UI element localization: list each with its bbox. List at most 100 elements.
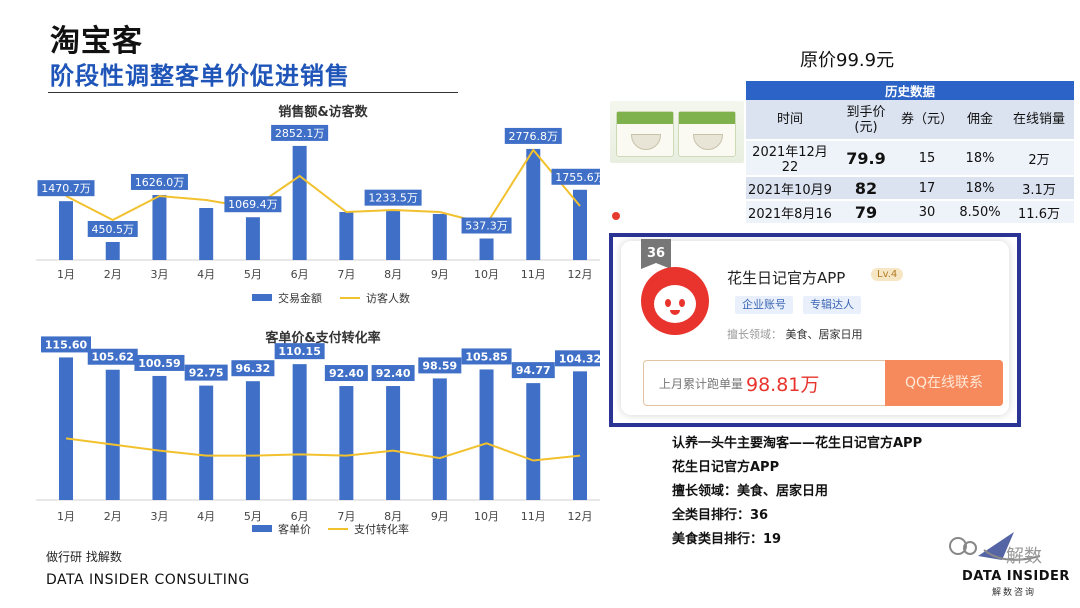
data-label-bg xyxy=(364,189,422,206)
tick-label: 10月 xyxy=(474,268,499,281)
notes-list: 认养一头牛主要淘客——花生日记官方APP 花生日记官方APP 擅长领域：美食、居… xyxy=(672,432,922,552)
history-cell: 3.1万 xyxy=(1004,176,1074,201)
product-box-right xyxy=(678,111,736,157)
data-label-bg xyxy=(324,365,368,382)
history-cell: 2021年12月22 xyxy=(746,140,834,177)
bar xyxy=(386,386,401,500)
history-cell: 82 xyxy=(834,176,898,201)
tick-label: 7月 xyxy=(337,268,355,281)
history-cell: 79.9 xyxy=(834,140,898,177)
series-line xyxy=(65,437,581,462)
history-cell: 30 xyxy=(898,200,956,225)
tick-label: 8月 xyxy=(384,510,402,523)
history-cell: 18% xyxy=(956,140,1004,177)
data-label: 450.5万 xyxy=(91,223,134,236)
history-row: 2021年10月9 82 17 18% 3.1万 xyxy=(746,176,1074,201)
bar xyxy=(59,201,73,260)
mini-logo-icon xyxy=(612,212,620,220)
tick-label: 11月 xyxy=(521,268,546,281)
data-label-bg xyxy=(134,354,185,371)
bar xyxy=(526,383,541,500)
series-line xyxy=(65,148,581,226)
footer-source: 做行研 找解数 xyxy=(46,550,122,564)
data-label: 104.32 xyxy=(559,352,600,365)
tick-label: 2月 xyxy=(104,268,122,281)
history-header-cell: 到手价 (元) xyxy=(834,100,898,141)
store-card: 36 花生日记官方APP Lv.4 企业账号 专辑达人 擅长领域： 美食、居家日… xyxy=(621,239,1009,415)
page-title: 淘宝客 xyxy=(50,24,143,59)
data-label-bg xyxy=(418,357,462,374)
bar xyxy=(432,378,447,500)
original-price-note: 原价99.9元 xyxy=(800,50,895,71)
data-label: 94.77 xyxy=(516,364,551,377)
rank-badge: 36 xyxy=(641,239,671,269)
bar xyxy=(105,241,120,260)
history-cell: 2021年10月9 xyxy=(746,176,834,201)
page-subtitle: 阶段性调整客单价促进销售 xyxy=(50,62,350,90)
bar xyxy=(59,357,73,500)
tick-label: 4月 xyxy=(197,510,215,523)
product-image xyxy=(610,101,744,163)
history-header-cell: 券（元） xyxy=(898,100,956,141)
title-divider xyxy=(48,92,458,93)
data-label: 96.32 xyxy=(236,362,271,375)
history-cell: 8.50% xyxy=(956,200,1004,225)
avatar-face-icon xyxy=(654,285,696,323)
tick-label: 2月 xyxy=(104,510,122,523)
tick-label: 3月 xyxy=(150,268,168,281)
data-label-bg xyxy=(551,168,600,185)
note-line: 花生日记官方APP xyxy=(672,460,780,475)
history-header-row: 时间 到手价 (元) 券（元） 佣金 在线销量 xyxy=(746,100,1074,141)
tick-label: 5月 xyxy=(244,510,262,523)
legend-swatch-bar xyxy=(252,294,272,301)
data-label: 92.40 xyxy=(329,367,364,380)
bar xyxy=(432,214,447,260)
data-label: 92.40 xyxy=(376,367,411,380)
tick-label: 12月 xyxy=(568,510,593,523)
chip-album-expert: 专辑达人 xyxy=(803,296,861,314)
bar xyxy=(199,208,214,260)
bar xyxy=(573,371,587,500)
legend-label: 支付转化率 xyxy=(354,522,409,536)
tick-label: 9月 xyxy=(431,268,449,281)
sales-label: 上月累计跑单量 xyxy=(659,377,744,391)
tick-label: 3月 xyxy=(150,510,168,523)
bar xyxy=(479,369,494,500)
note-line: 全类目排行：36 xyxy=(672,508,769,523)
history-cell: 2021年8月16 xyxy=(746,200,834,225)
tick-label: 1月 xyxy=(57,268,75,281)
store-domain-value: 美食、居家日用 xyxy=(785,328,863,341)
history-header-cell: 在线销量 xyxy=(1004,100,1074,141)
bar xyxy=(573,189,587,260)
tick-label: 1月 xyxy=(57,510,75,523)
bar xyxy=(339,386,354,500)
watermark-sub: 解数咨询 xyxy=(992,588,1037,598)
bar xyxy=(105,369,120,500)
data-label-bg xyxy=(461,348,512,365)
history-caption: 历史数据 xyxy=(746,81,1074,100)
data-label: 105.62 xyxy=(92,351,134,364)
data-label-bg xyxy=(271,124,329,141)
watermark-logo-icon: 解数 xyxy=(949,532,1042,567)
note-line: 美食类目排行：19 xyxy=(672,532,782,547)
data-label-bg xyxy=(224,196,282,213)
footer-brand: DATA INSIDER CONSULTING xyxy=(46,572,250,588)
tick-label: 9月 xyxy=(431,510,449,523)
qq-contact-button[interactable]: QQ在线联系 xyxy=(885,360,1003,406)
data-label-bg xyxy=(184,364,228,381)
store-level-badge: Lv.4 xyxy=(871,268,904,281)
history-header-cell: 时间 xyxy=(746,100,834,141)
legend-label: 交易金额 xyxy=(278,291,322,305)
data-label-bg xyxy=(37,180,95,197)
bar xyxy=(245,381,260,500)
legend-label: 访客人数 xyxy=(366,291,410,305)
data-label: 110.15 xyxy=(278,345,320,358)
chart-title: 客单价&支付转化率 xyxy=(265,330,380,346)
history-cell: 15 xyxy=(898,140,956,177)
bar xyxy=(245,217,260,260)
data-label-bg xyxy=(130,173,188,190)
tick-label: 7月 xyxy=(337,510,355,523)
data-label: 92.75 xyxy=(189,367,224,380)
data-label-bg xyxy=(504,127,562,144)
charts-canvas: 销售额&访客数 1470.7万 450.5万 1626.0万 1069.4万 2852.1… xyxy=(36,104,600,536)
